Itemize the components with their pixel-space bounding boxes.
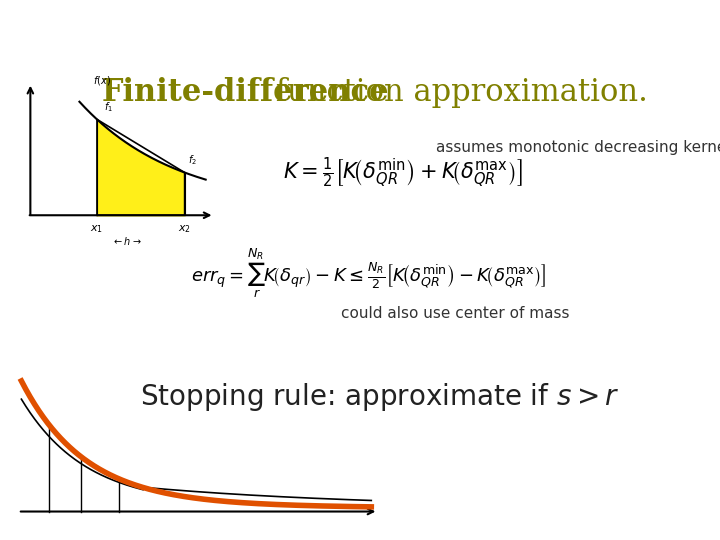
Text: Finite-difference: Finite-difference bbox=[101, 77, 389, 109]
Text: $x_1$: $x_1$ bbox=[91, 223, 104, 234]
Text: function approximation.: function approximation. bbox=[266, 77, 648, 109]
Text: $f(x)$: $f(x)$ bbox=[94, 73, 112, 86]
Text: $\leftarrow h \rightarrow$: $\leftarrow h \rightarrow$ bbox=[112, 235, 142, 247]
Text: $err_q = \sum_{r}^{N_R} K\!\left(\delta_{qr}\right) - K \leq\frac{N_R}{2}\left[K: $err_q = \sum_{r}^{N_R} K\!\left(\delta_… bbox=[192, 246, 546, 300]
Text: assumes monotonic decreasing kernel: assumes monotonic decreasing kernel bbox=[436, 140, 720, 154]
Text: Stopping rule: approximate if $s > r$: Stopping rule: approximate if $s > r$ bbox=[140, 381, 620, 414]
Text: $x_2$: $x_2$ bbox=[178, 223, 191, 234]
Text: could also use center of mass: could also use center of mass bbox=[341, 306, 570, 321]
Text: $K = \frac{1}{2}\left[K\!\left(\delta_{QR}^{\min}\right) + K\!\left(\delta_{QR}^: $K = \frac{1}{2}\left[K\!\left(\delta_{Q… bbox=[283, 156, 522, 190]
Text: $f_1$: $f_1$ bbox=[104, 100, 113, 114]
Text: $f_2$: $f_2$ bbox=[188, 154, 197, 167]
